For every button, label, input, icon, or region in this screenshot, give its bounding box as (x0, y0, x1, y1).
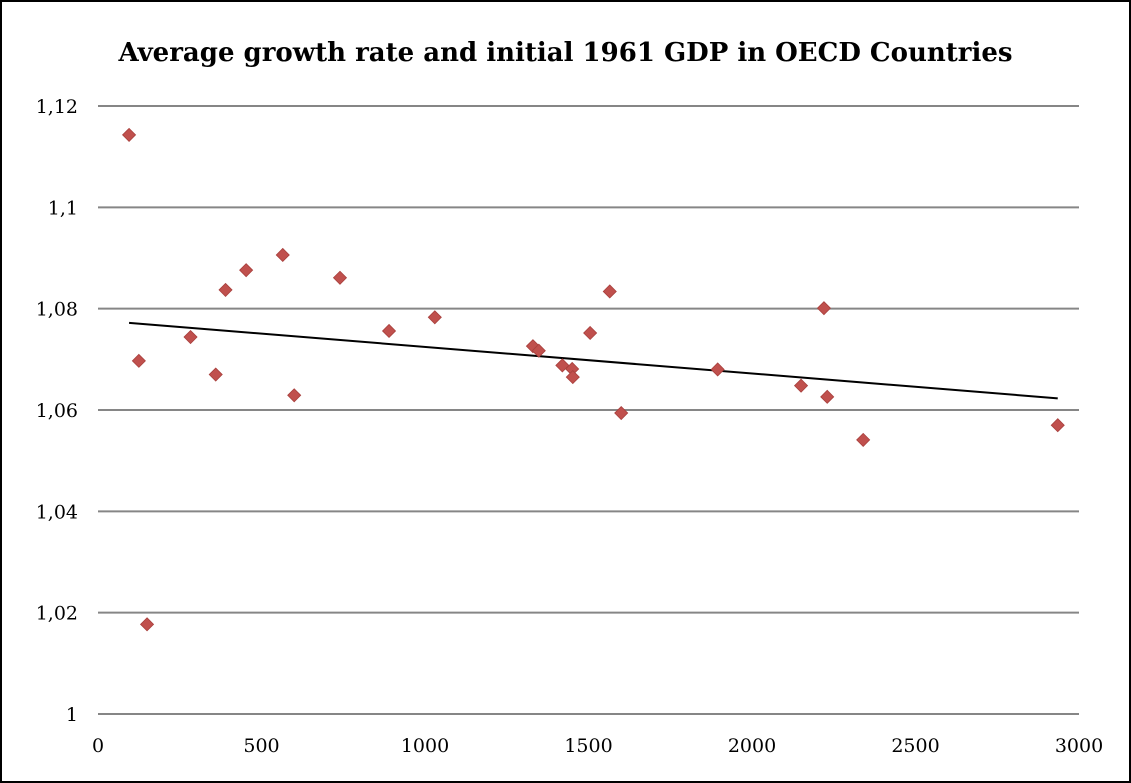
data-point (381, 323, 397, 339)
data-point (139, 617, 155, 632)
y-tick-label: 1,02 (36, 603, 78, 625)
x-tick-label: 1000 (401, 735, 449, 757)
data-point (710, 362, 725, 377)
data-point (583, 325, 598, 341)
y-tick-label: 1,08 (36, 299, 78, 321)
data-point (131, 353, 146, 368)
data-point (856, 432, 871, 447)
y-tick-label: 1,12 (36, 96, 78, 118)
data-point (183, 329, 198, 345)
data-point (208, 367, 223, 382)
data-point (820, 389, 835, 404)
x-axis-tick-labels: 0 500 1000 1500 2000 2500 3000 (92, 735, 1103, 757)
data-point (793, 378, 809, 393)
x-tick-label: 500 (243, 735, 279, 757)
data-point (218, 282, 233, 297)
data-point (287, 388, 302, 403)
data-points (121, 127, 1065, 632)
x-tick-label: 1500 (564, 735, 612, 757)
y-tick-label: 1,1 (48, 197, 78, 219)
y-axis-tick-labels: 1 1,02 1,04 1,06 1,08 1,1 1,12 (36, 96, 78, 726)
x-tick-label: 2000 (728, 735, 776, 757)
x-tick-label: 0 (92, 735, 104, 757)
data-point (531, 343, 546, 358)
x-tick-label: 2500 (891, 735, 939, 757)
y-tick-label: 1 (66, 704, 78, 726)
trendline-group (128, 321, 1058, 400)
data-point (614, 405, 629, 421)
data-point (565, 370, 580, 385)
x-tick-label: 3000 (1055, 735, 1103, 757)
data-point (332, 270, 348, 285)
data-point (816, 301, 832, 316)
y-tick-label: 1,04 (36, 501, 78, 523)
data-point (427, 310, 442, 325)
gridlines (98, 105, 1079, 715)
chart-title: Average growth rate and initial 1961 GDP… (118, 38, 1013, 68)
data-point (121, 127, 137, 142)
data-point (275, 247, 290, 263)
data-point (602, 284, 617, 299)
trendline (128, 321, 1058, 400)
data-point (239, 263, 254, 278)
data-point (1050, 418, 1065, 433)
y-tick-label: 1,06 (36, 400, 78, 422)
